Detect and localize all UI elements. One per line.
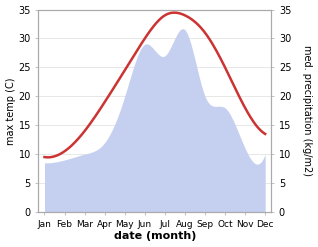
X-axis label: date (month): date (month) (114, 231, 196, 242)
Y-axis label: max temp (C): max temp (C) (5, 77, 16, 144)
Y-axis label: med. precipitation (kg/m2): med. precipitation (kg/m2) (302, 45, 313, 176)
